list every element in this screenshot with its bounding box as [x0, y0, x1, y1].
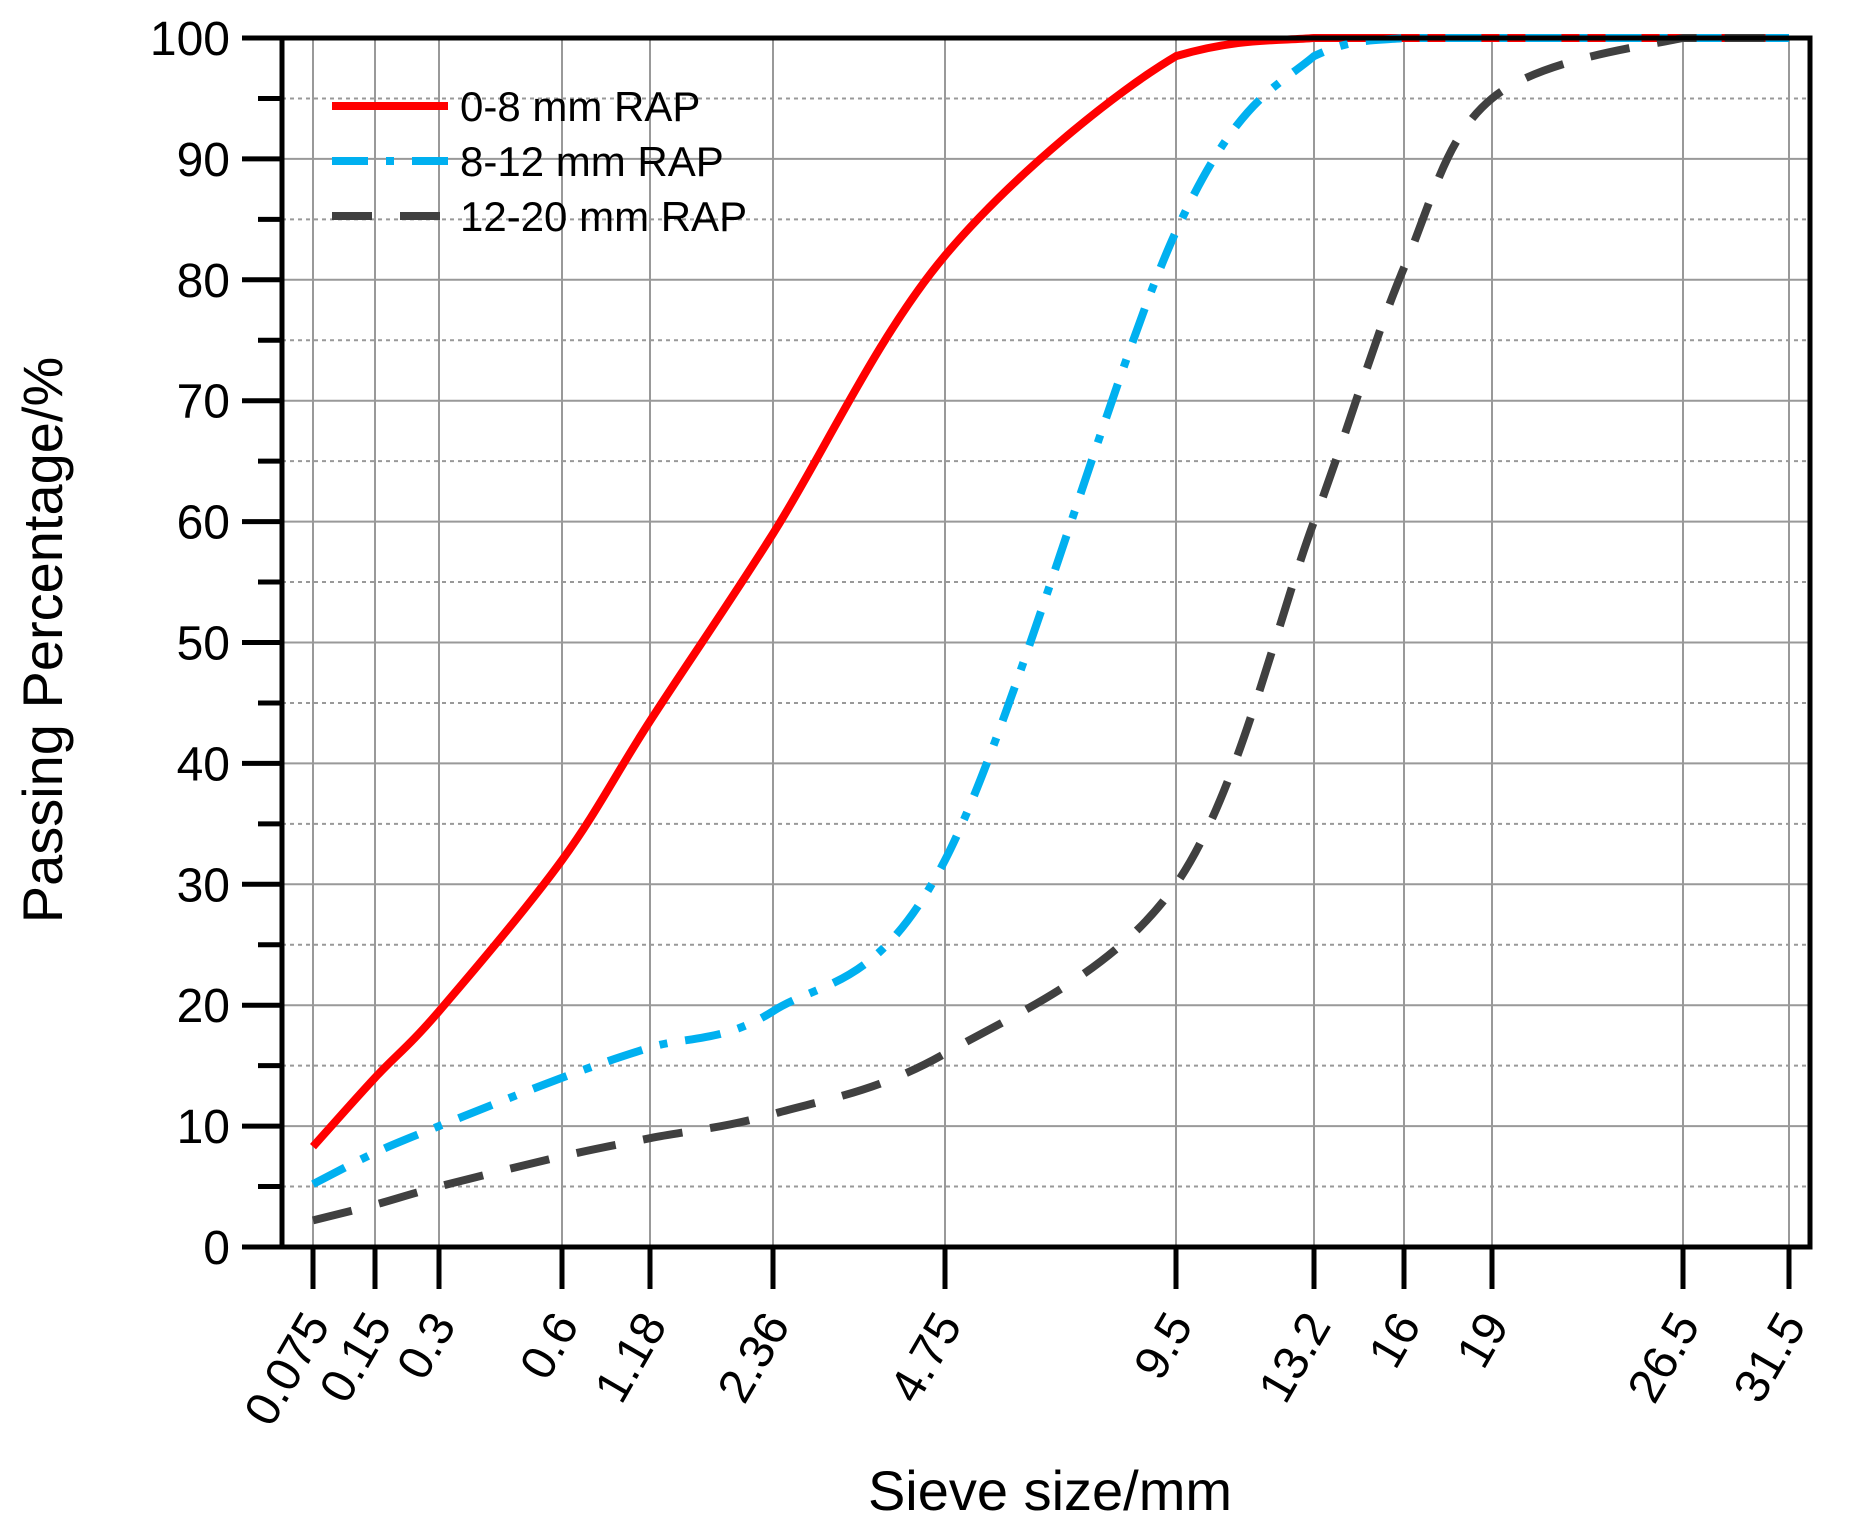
y-tick-label: 40 — [177, 738, 230, 791]
y-tick-label: 80 — [177, 255, 230, 308]
y-tick-label: 20 — [177, 980, 230, 1033]
legend-label: 0-8 mm RAP — [460, 83, 700, 130]
x-tick-label: 31.5 — [1724, 1304, 1817, 1411]
x-tick-label: 9.5 — [1124, 1304, 1203, 1388]
y-tick-label: 60 — [177, 497, 230, 550]
x-axis-title: Sieve size/mm — [868, 1459, 1232, 1522]
y-axis-title: Passing Percentage/% — [11, 357, 74, 924]
y-tick-label: 10 — [177, 1101, 230, 1154]
x-tick-label: 2.36 — [708, 1304, 801, 1411]
x-tick-label: 13.2 — [1249, 1304, 1342, 1411]
legend: 0-8 mm RAP 8-12 mm RAP 12-20 mm RAP — [332, 83, 747, 240]
y-tick-label: 0 — [203, 1222, 230, 1275]
axes — [242, 35, 1813, 1289]
y-tick-label: 90 — [177, 134, 230, 187]
x-tick-label: 26.5 — [1618, 1304, 1711, 1411]
x-tick-label: 19 — [1447, 1304, 1520, 1377]
series-line-3 — [312, 33, 1789, 1225]
x-tick-label: 4.75 — [880, 1304, 973, 1411]
y-tick-label: 50 — [177, 618, 230, 671]
y-tick-label: 100 — [150, 13, 230, 66]
x-tick-label: 1.18 — [585, 1304, 678, 1411]
legend-label: 12-20 mm RAP — [460, 193, 747, 240]
y-tick-label: 30 — [177, 859, 230, 912]
x-tick-label: 0.3 — [387, 1304, 466, 1388]
x-tick-label: 0.6 — [510, 1304, 589, 1388]
series-line-2 — [311, 33, 1789, 1188]
legend-label: 8-12 mm RAP — [460, 138, 724, 185]
y-tick-label: 70 — [177, 376, 230, 429]
x-tick-label: 16 — [1359, 1304, 1432, 1377]
